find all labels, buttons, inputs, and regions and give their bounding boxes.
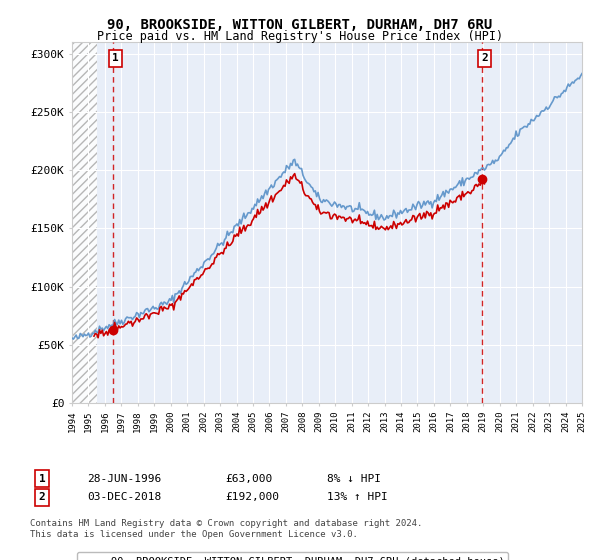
Text: Price paid vs. HM Land Registry's House Price Index (HPI): Price paid vs. HM Land Registry's House … <box>97 30 503 43</box>
Text: £63,000: £63,000 <box>225 474 272 484</box>
Text: £192,000: £192,000 <box>225 492 279 502</box>
Text: 13% ↑ HPI: 13% ↑ HPI <box>327 492 388 502</box>
Text: 90, BROOKSIDE, WITTON GILBERT, DURHAM, DH7 6RU: 90, BROOKSIDE, WITTON GILBERT, DURHAM, D… <box>107 18 493 32</box>
Text: Contains HM Land Registry data © Crown copyright and database right 2024.
This d: Contains HM Land Registry data © Crown c… <box>30 519 422 539</box>
Text: 2: 2 <box>38 492 46 502</box>
Text: 03-DEC-2018: 03-DEC-2018 <box>87 492 161 502</box>
Text: 28-JUN-1996: 28-JUN-1996 <box>87 474 161 484</box>
Text: 1: 1 <box>112 53 119 63</box>
Legend: 90, BROOKSIDE, WITTON GILBERT, DURHAM, DH7 6RU (detached house), HPI: Average pr: 90, BROOKSIDE, WITTON GILBERT, DURHAM, D… <box>77 552 508 560</box>
Bar <box>72 42 97 403</box>
Text: 1: 1 <box>38 474 46 484</box>
Text: 8% ↓ HPI: 8% ↓ HPI <box>327 474 381 484</box>
Text: 2: 2 <box>481 53 488 63</box>
